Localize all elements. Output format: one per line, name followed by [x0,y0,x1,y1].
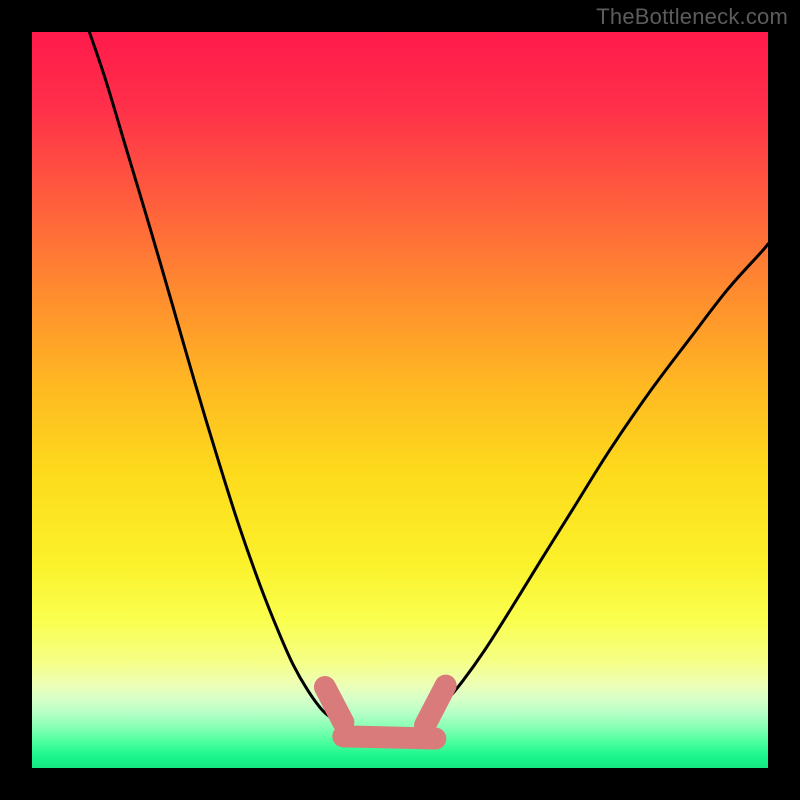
plot-area [32,32,768,768]
gradient-background [32,32,768,768]
bracket-segment-1 [343,736,435,738]
chart-frame: TheBottleneck.com [0,0,800,800]
bottleneck-curve-chart [0,0,800,800]
